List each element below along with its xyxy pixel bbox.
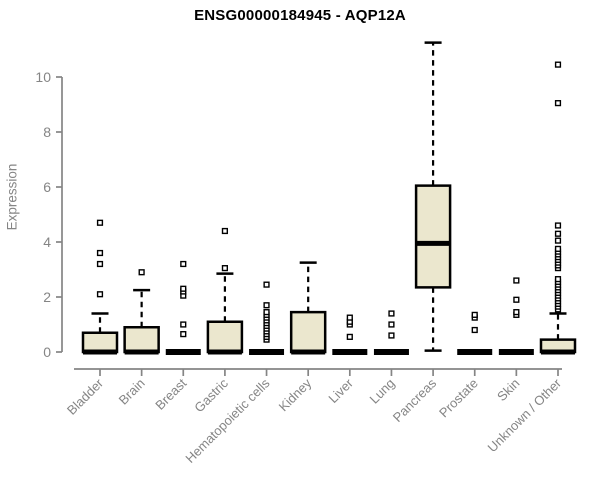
collapsed-box (332, 349, 368, 355)
boxplot-unknown-other (539, 61, 577, 355)
outlier-point (388, 321, 395, 328)
x-axis-category-label: Unknown / Other (485, 375, 565, 455)
outlier-point (180, 321, 187, 328)
outlier-point (513, 277, 520, 284)
outlier-point (180, 260, 187, 268)
y-axis-tick-label: 0 (43, 344, 51, 360)
outlier-point (471, 326, 478, 334)
boxplot-lung (373, 310, 409, 355)
x-axis-category-label: Gastric (191, 375, 231, 415)
outlier-point (513, 296, 520, 303)
y-axis-tick-label: 4 (43, 234, 51, 250)
boxplot-kidney (289, 261, 327, 355)
chart-title: ENSG00000184945 - AQP12A (194, 7, 406, 24)
boxplot-skin (498, 277, 534, 355)
collapsed-box (249, 349, 285, 355)
outlier-point (554, 237, 562, 244)
x-axis-category-label: Brain (116, 376, 148, 408)
outlier-point (180, 285, 187, 292)
boxplot-pancreas (414, 41, 452, 352)
boxplot-breast (165, 260, 201, 355)
iqr-box (414, 184, 452, 289)
outlier-point (346, 333, 353, 340)
outlier-point (180, 331, 187, 338)
boxplot-brain (123, 269, 160, 355)
collapsed-box (373, 349, 409, 355)
boxplot-liver (332, 314, 368, 355)
outlier-point (554, 222, 562, 229)
outlier-point (263, 309, 270, 316)
boxplot-gastric (206, 227, 244, 355)
outlier-point (96, 260, 104, 268)
y-axis-tick-label: 2 (43, 289, 51, 305)
y-axis: 0 2 4 6 8 10 (35, 69, 63, 360)
outlier-point (554, 245, 562, 252)
outlier-point (554, 61, 562, 68)
x-axis-category-label: Kidney (276, 375, 315, 414)
iqr-box (123, 326, 160, 354)
outlier-point (471, 311, 478, 318)
iqr-box (206, 320, 244, 354)
boxplot-hematopoietic-cells (249, 281, 285, 355)
collapsed-box (165, 349, 201, 355)
outlier-point (263, 302, 270, 309)
outlier-point (96, 219, 104, 226)
outlier-point (221, 265, 229, 272)
x-axis-category-label: Bladder (64, 375, 107, 418)
iqr-box (289, 310, 327, 354)
x-axis-category-label: Prostate (436, 376, 481, 421)
outlier-point (554, 100, 562, 107)
x-axis-category-label: Lung (367, 376, 398, 407)
collapsed-box (498, 349, 534, 355)
outlier-point (221, 227, 229, 235)
outlier-point (346, 314, 353, 321)
outlier-point (388, 310, 395, 317)
x-axis-category-label: Skin (494, 376, 522, 404)
boxplot-bladder (81, 219, 119, 355)
x-axis-category-label: Breast (152, 375, 189, 412)
outlier-point (96, 249, 104, 257)
y-axis-tick-label: 6 (43, 179, 51, 195)
iqr-box (81, 331, 119, 354)
y-axis-tick-label: 10 (35, 69, 51, 85)
outlier-point (513, 309, 520, 316)
outlier-point (554, 230, 562, 237)
outlier-point (96, 291, 104, 298)
outlier-point (554, 276, 562, 283)
y-axis-title: Expression (4, 163, 20, 231)
x-axis-category-label: Pancreas (390, 375, 440, 425)
y-axis-tick-label: 8 (43, 124, 51, 140)
collapsed-box (457, 349, 493, 355)
outlier-point (263, 281, 270, 288)
outlier-point (138, 269, 145, 276)
x-axis-category-label: Liver (325, 375, 356, 406)
boxplot-prostate (457, 311, 493, 355)
outlier-point (388, 332, 395, 339)
